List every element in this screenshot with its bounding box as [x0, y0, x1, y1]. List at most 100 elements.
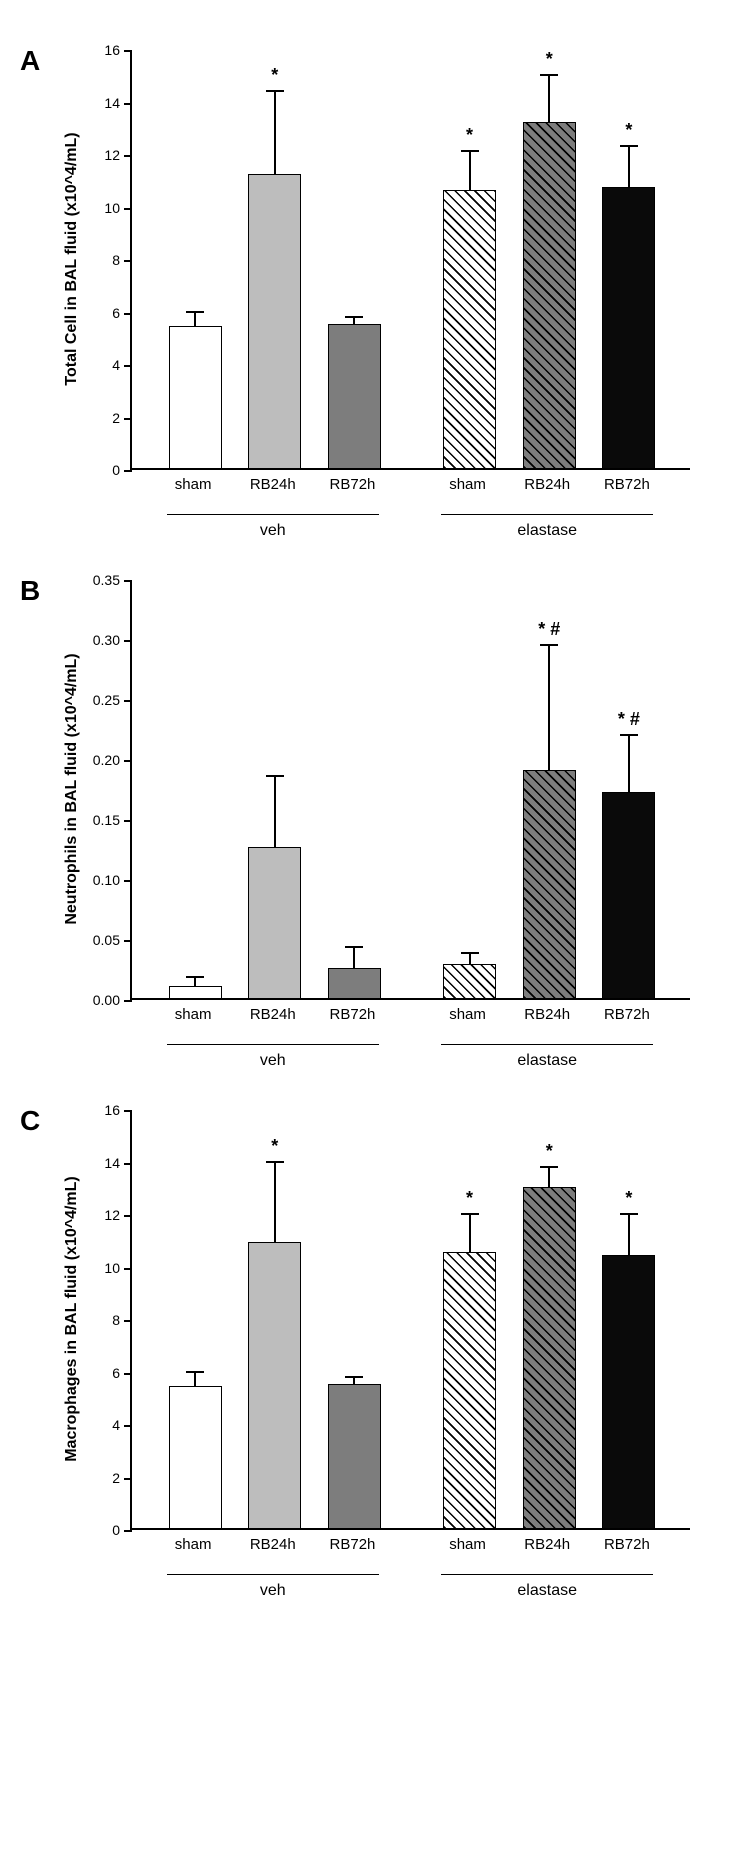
y-tick-label: 0.30: [93, 632, 120, 648]
y-tick-label: 0.00: [93, 992, 120, 1008]
x-category-label: sham: [449, 1536, 486, 1553]
x-category-label: RB24h: [524, 1006, 570, 1023]
figure: ATotal Cell in BAL fluid (x10^4/mL)02468…: [20, 50, 715, 1600]
significance-marker: *: [546, 49, 553, 70]
y-tick-label: 16: [104, 42, 120, 58]
y-tick: [124, 1163, 132, 1165]
y-tick: [124, 1215, 132, 1217]
y-tick: [124, 418, 132, 420]
group-underline: [167, 1574, 379, 1575]
bar: [169, 986, 222, 998]
error-bar: [548, 1166, 550, 1187]
significance-marker: * #: [618, 709, 640, 730]
x-axis-categories: shamRB24hRB72hshamRB24hRB72h: [130, 1000, 690, 1030]
error-bar: [194, 311, 196, 327]
y-tick-label: 6: [112, 1365, 120, 1381]
error-bar: [274, 1161, 276, 1242]
panel-B: BNeutrophils in BAL fluid (x10^4/mL)0.00…: [20, 580, 715, 1070]
x-axis-groups: vehelastase: [130, 1040, 690, 1070]
group-label: elastase: [517, 1582, 577, 1600]
bar: [523, 1187, 576, 1528]
group-label: veh: [260, 522, 286, 540]
x-category-label: sham: [175, 1006, 212, 1023]
x-axis-categories: shamRB24hRB72hshamRB24hRB72h: [130, 470, 690, 500]
bar: [602, 792, 655, 998]
bar: [443, 964, 496, 998]
y-tick-label: 0: [112, 1522, 120, 1538]
error-bar: [274, 90, 276, 174]
error-bar: [469, 150, 471, 189]
x-axis-categories: shamRB24hRB72hshamRB24hRB72h: [130, 1530, 690, 1560]
y-tick: [124, 700, 132, 702]
y-tick-label: 0.15: [93, 812, 120, 828]
bar: [169, 326, 222, 468]
y-tick: [124, 820, 132, 822]
y-tick-label: 2: [112, 410, 120, 426]
error-bar: [194, 976, 196, 986]
group-underline: [441, 514, 653, 515]
significance-marker: *: [271, 65, 278, 86]
group-label: veh: [260, 1052, 286, 1070]
y-tick-label: 4: [112, 1417, 120, 1433]
group-underline: [167, 514, 379, 515]
y-tick-label: 8: [112, 252, 120, 268]
significance-marker: *: [625, 120, 632, 141]
y-axis-label: Neutrophils in BAL fluid (x10^4/mL): [63, 653, 81, 924]
significance-marker: * #: [538, 619, 560, 640]
error-bar: [628, 145, 630, 187]
bar: [248, 1242, 301, 1528]
chart-container: Neutrophils in BAL fluid (x10^4/mL) 0.00 0…: [60, 580, 680, 1070]
error-bar: [274, 775, 276, 847]
x-category-label: sham: [175, 476, 212, 493]
y-tick: [124, 760, 132, 762]
bar: [169, 1386, 222, 1528]
y-tick-label: 0.10: [93, 872, 120, 888]
y-tick-label: 14: [104, 95, 120, 111]
bar: [328, 324, 381, 468]
y-tick-label: 12: [104, 147, 120, 163]
x-category-label: RB72h: [604, 1006, 650, 1023]
y-tick: [124, 940, 132, 942]
y-tick: [124, 1478, 132, 1480]
y-axis-label: Macrophages in BAL fluid (x10^4/mL): [63, 1176, 81, 1462]
y-tick-label: 0.35: [93, 572, 120, 588]
error-bar: [628, 734, 630, 792]
y-axis-label: Total Cell in BAL fluid (x10^4/mL): [63, 132, 81, 385]
group-underline: [441, 1044, 653, 1045]
error-bar: [353, 316, 355, 324]
group-label: veh: [260, 1582, 286, 1600]
y-tick-label: 0: [112, 462, 120, 478]
y-tick-label: 16: [104, 1102, 120, 1118]
bar: [328, 1384, 381, 1528]
y-tick: [124, 1268, 132, 1270]
error-bar: [548, 74, 550, 121]
bar: [443, 1252, 496, 1528]
y-tick-label: 4: [112, 357, 120, 373]
panel-A: ATotal Cell in BAL fluid (x10^4/mL)02468…: [20, 50, 715, 540]
bar: [602, 187, 655, 468]
y-tick: [124, 155, 132, 157]
y-tick: [124, 880, 132, 882]
chart-container: Total Cell in BAL fluid (x10^4/mL)024681…: [60, 50, 680, 540]
group-underline: [441, 1574, 653, 1575]
x-category-label: RB72h: [330, 476, 376, 493]
error-bar: [469, 1213, 471, 1252]
x-category-label: RB72h: [604, 476, 650, 493]
y-tick: [124, 50, 132, 52]
chart-area: Neutrophils in BAL fluid (x10^4/mL)0.000…: [130, 580, 690, 1000]
error-bar: [194, 1371, 196, 1387]
x-category-label: sham: [175, 1536, 212, 1553]
y-tick: [124, 208, 132, 210]
y-tick-label: 14: [104, 1155, 120, 1171]
error-bar: [628, 1213, 630, 1255]
panel-C: CMacrophages in BAL fluid (x10^4/mL)0246…: [20, 1110, 715, 1600]
significance-marker: *: [271, 1136, 278, 1157]
significance-marker: *: [466, 125, 473, 146]
error-bar: [548, 644, 550, 770]
x-category-label: RB72h: [604, 1536, 650, 1553]
significance-marker: *: [546, 1141, 553, 1162]
bar: [248, 847, 301, 998]
y-tick: [124, 580, 132, 582]
error-bar: [353, 1376, 355, 1384]
y-tick: [124, 1320, 132, 1322]
